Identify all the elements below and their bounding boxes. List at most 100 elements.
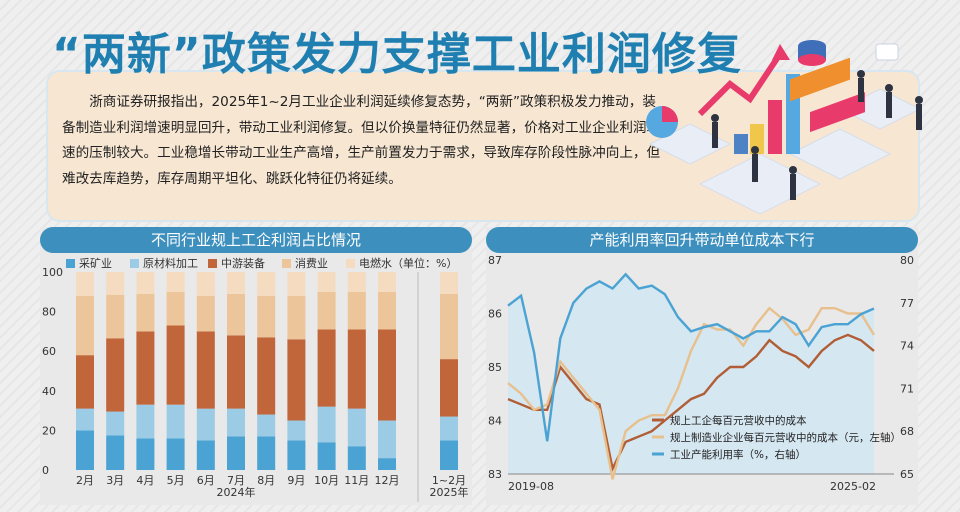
right-axis-tick: 80	[900, 254, 914, 267]
bar-segment	[440, 359, 458, 417]
legend-label: 中游装备	[221, 257, 265, 270]
x-tick-label: 9月	[287, 474, 305, 487]
bar-segment	[317, 329, 336, 407]
y-tick-label: 80	[42, 306, 56, 319]
group-label-2025: 2025年	[430, 485, 469, 499]
legend-label: 规上工企每百元营收中的成本	[670, 414, 807, 427]
bar-segment	[76, 408, 94, 431]
x-tick-label: 5月	[167, 474, 185, 487]
bar-segment	[106, 411, 125, 436]
bar-segment	[166, 438, 185, 470]
bar-segment	[166, 325, 185, 405]
legend-utility: 电燃水（单位：%）	[346, 255, 457, 271]
bar-segment	[106, 338, 125, 412]
bar-segment	[378, 272, 396, 292]
bar-segment	[378, 458, 396, 470]
right-chart-title: 产能利用率回升带动单位成本下行	[486, 227, 918, 253]
series-line	[507, 272, 875, 442]
bar-segment	[317, 291, 336, 330]
left-axis-tick: 85	[488, 361, 502, 374]
bar-segment	[196, 331, 215, 409]
legend-label: 采矿业	[79, 257, 112, 270]
bar-segment	[287, 420, 306, 441]
bar-segment	[166, 404, 185, 439]
x-tick-label: 6月	[197, 474, 215, 487]
x-tick-label: 11月	[344, 474, 369, 487]
bar-segment	[76, 295, 94, 356]
bar-segment	[257, 436, 276, 470]
bar-segment	[317, 272, 336, 292]
y-tick-label: 20	[42, 424, 56, 437]
legend-label: 原材料加工	[143, 257, 198, 270]
bar-segment	[76, 272, 94, 296]
bar-segment	[287, 295, 306, 340]
bar-segment	[166, 291, 185, 326]
bar-segment	[440, 440, 458, 470]
line-chart: 83 84 85 86 87 65 68 71 74 77 80 2019-08 2025-02 规上工企…	[488, 254, 914, 493]
legend-swatch	[208, 259, 217, 268]
bar-segment	[76, 430, 94, 470]
stacked-bar-chart: 0 20 40 60 80 100 2月 3月 4月 5月 6月 7月 8月 9月 10月 11月 12月 1~2…	[42, 268, 469, 502]
bar-segment	[227, 436, 245, 470]
x-tick-label: 8月	[257, 474, 275, 487]
x-tick-label: 4月	[136, 474, 154, 487]
x-tick-label: 10月	[314, 474, 339, 487]
bar-segment	[347, 446, 366, 470]
bar-segment	[347, 329, 366, 409]
bar-segment	[287, 440, 306, 470]
bar-segment	[287, 339, 306, 421]
bar-segment	[227, 335, 245, 409]
y-tick-label: 40	[42, 385, 56, 398]
bar-segment	[440, 416, 458, 441]
bar-segment	[136, 438, 155, 470]
bar-segment	[76, 355, 94, 409]
right-axis-tick: 74	[900, 340, 914, 353]
left-axis-tick: 83	[488, 468, 502, 481]
utilization-area	[508, 274, 874, 474]
group-label-2024: 2024年	[217, 485, 256, 499]
series-line	[507, 333, 875, 473]
bar-segment	[106, 435, 125, 470]
bar-segment	[227, 293, 245, 336]
bar-segment	[136, 293, 155, 332]
bar-segment	[347, 272, 366, 292]
bar-segment	[257, 295, 276, 338]
y-tick-label: 60	[42, 345, 56, 358]
left-axis-tick: 84	[488, 415, 502, 428]
bar-segment	[378, 291, 396, 330]
right-axis-tick: 68	[900, 425, 914, 438]
legend-label: 规上制造业企业每百元营收中的成本（元，左轴）	[670, 431, 901, 444]
x-tick-label: 3月	[106, 474, 124, 487]
bar-segment	[378, 329, 396, 421]
bar-segment	[196, 295, 215, 332]
legend-swatch	[282, 259, 291, 268]
left-chart-title: 不同行业规上工企利润占比情况	[40, 227, 472, 253]
right-axis-tick: 77	[900, 297, 914, 310]
bar-segment	[257, 337, 276, 415]
intro-paragraph: 浙商证券研报指出，2025年1~2月工业企业利润延续修复态势，“两新”政策积极发…	[62, 94, 661, 187]
bar-segment	[136, 331, 155, 405]
bar-segment	[227, 272, 245, 294]
legend-equipment: 中游装备	[208, 255, 265, 271]
y-tick-label: 0	[42, 464, 49, 477]
bar-segment	[106, 294, 125, 339]
bar-segment	[440, 272, 458, 294]
bar-segment	[257, 272, 276, 296]
x-tick-label: 1~2月	[432, 474, 466, 487]
bar-segment	[378, 420, 396, 459]
series-line	[507, 306, 876, 480]
bar-segment	[106, 272, 125, 295]
bar-segment	[440, 293, 458, 360]
legend-label: 工业产能利用率（%，右轴）	[670, 448, 806, 461]
bar-segment	[317, 406, 336, 443]
legend-label: 消费业	[295, 257, 328, 270]
legend-mining: 采矿业	[66, 255, 112, 271]
bar-segment	[196, 272, 215, 296]
bar-segment	[166, 272, 185, 292]
x-tick-start: 2019-08	[508, 480, 554, 493]
bar-segment	[257, 414, 276, 437]
x-tick-label: 2月	[76, 474, 94, 487]
bar-segment	[317, 442, 336, 470]
legend-swatch	[66, 259, 75, 268]
left-axis-tick: 86	[488, 308, 502, 321]
